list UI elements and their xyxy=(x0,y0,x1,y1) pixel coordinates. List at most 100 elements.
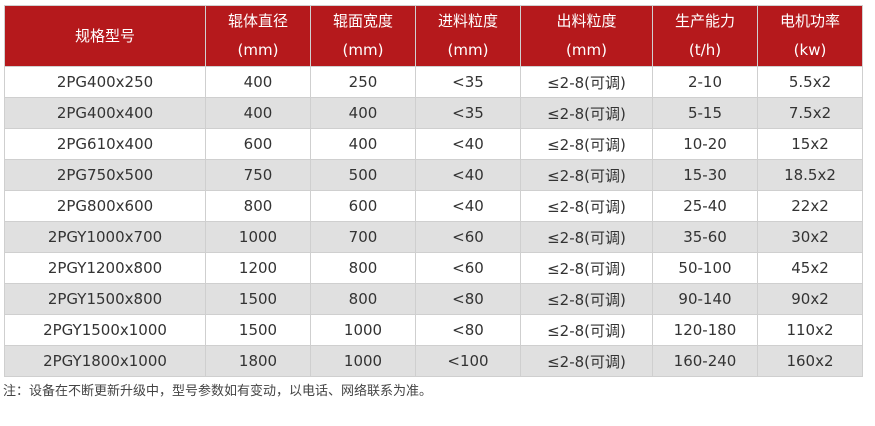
column-header: 规格型号 xyxy=(4,5,206,67)
table-cell: 600 xyxy=(310,190,416,222)
table-cell: 22x2 xyxy=(757,190,863,222)
header-label: 生产能力 xyxy=(674,12,735,30)
table-cell: 2-10 xyxy=(652,66,758,98)
table-cell: 25-40 xyxy=(652,190,758,222)
table-cell: 2PG610x400 xyxy=(4,128,206,160)
header-label: 进料粒度 xyxy=(437,12,498,30)
table-cell: 50-100 xyxy=(652,252,758,284)
table-cell: <80 xyxy=(415,314,521,346)
table-cell: 90x2 xyxy=(757,283,863,315)
table-cell: 2PG400x400 xyxy=(4,97,206,129)
table-cell: 2PG400x250 xyxy=(4,66,206,98)
table-cell: 7.5x2 xyxy=(757,97,863,129)
table-cell: 45x2 xyxy=(757,252,863,284)
table-cell: 2PG800x600 xyxy=(4,190,206,222)
table-cell: 2PGY1500x800 xyxy=(4,283,206,315)
header-unit: (t/h) xyxy=(688,41,722,59)
table-cell: 1200 xyxy=(205,252,311,284)
table-row: 2PG750x500 750 500 <40 ≤2-8(可调) 15-30 18.5x2 xyxy=(4,159,863,191)
column-header: 出料粒度 (mm) xyxy=(520,5,653,67)
table-row: 2PG800x600 800 600 <40 ≤2-8(可调) 25-40 22x2 xyxy=(4,190,863,222)
table-row: 2PGY1800x1000 1800 1000 <100 ≤2-8(可调) 160-240… xyxy=(4,345,863,377)
table-cell: <80 xyxy=(415,283,521,315)
table-cell: 1500 xyxy=(205,314,311,346)
table-cell: 10-20 xyxy=(652,128,758,160)
table-cell: 800 xyxy=(310,283,416,315)
header-unit: (mm) xyxy=(237,41,279,59)
table-cell: ≤2-8(可调) xyxy=(520,252,653,284)
table-cell: 1500 xyxy=(205,283,311,315)
table-cell: 2PGY1500x1000 xyxy=(4,314,206,346)
table-cell: 5-15 xyxy=(652,97,758,129)
table-cell: 160x2 xyxy=(757,345,863,377)
table-cell: <40 xyxy=(415,159,521,191)
table-cell: ≤2-8(可调) xyxy=(520,283,653,315)
column-header: 电机功率 (kw) xyxy=(757,5,863,67)
header-row: 规格型号 辊体直径 (mm) 辊面宽度 (mm) 进料粒度 (mm) 出料粒度 (mm) 生产能力… xyxy=(4,5,863,67)
table-cell: 90-140 xyxy=(652,283,758,315)
column-header: 进料粒度 (mm) xyxy=(415,5,521,67)
table-cell: 500 xyxy=(310,159,416,191)
table-cell: 750 xyxy=(205,159,311,191)
table-cell: 1000 xyxy=(310,314,416,346)
table-cell: ≤2-8(可调) xyxy=(520,314,653,346)
table-cell: 1000 xyxy=(205,221,311,253)
table-cell: <35 xyxy=(415,66,521,98)
table-cell: 250 xyxy=(310,66,416,98)
table-cell: <35 xyxy=(415,97,521,129)
table-cell: 1800 xyxy=(205,345,311,377)
spec-table: 规格型号 辊体直径 (mm) 辊面宽度 (mm) 进料粒度 (mm) 出料粒度 (mm) 生产能力… xyxy=(4,5,863,377)
header-unit: (kw) xyxy=(793,41,827,59)
header-label: 辊面宽度 xyxy=(332,12,393,30)
header-unit: (mm) xyxy=(447,41,489,59)
table-cell: 2PGY1000x700 xyxy=(4,221,206,253)
table-cell: ≤2-8(可调) xyxy=(520,128,653,160)
table-cell: ≤2-8(可调) xyxy=(520,66,653,98)
table-cell: <100 xyxy=(415,345,521,377)
table-cell: 800 xyxy=(205,190,311,222)
table-cell: ≤2-8(可调) xyxy=(520,221,653,253)
table-cell: 1000 xyxy=(310,345,416,377)
table-cell: <60 xyxy=(415,221,521,253)
table-cell: 35-60 xyxy=(652,221,758,253)
table-row: 2PGY1000x700 1000 700 <60 ≤2-8(可调) 35-60 30x2 xyxy=(4,221,863,253)
column-header: 辊面宽度 (mm) xyxy=(310,5,416,67)
header-label: 辊体直径 xyxy=(227,12,288,30)
table-cell: 2PGY1200x800 xyxy=(4,252,206,284)
table-cell: 15x2 xyxy=(757,128,863,160)
table-cell: ≤2-8(可调) xyxy=(520,97,653,129)
table-cell: 400 xyxy=(310,128,416,160)
column-header: 辊体直径 (mm) xyxy=(205,5,311,67)
table-cell: <40 xyxy=(415,128,521,160)
table-row: 2PGY1500x1000 1500 1000 <80 ≤2-8(可调) 120-180 1… xyxy=(4,314,863,346)
table-cell: 2PGY1800x1000 xyxy=(4,345,206,377)
header-label: 出料粒度 xyxy=(556,12,617,30)
table-row: 2PGY1200x800 1200 800 <60 ≤2-8(可调) 50-100 45x2 xyxy=(4,252,863,284)
table-cell: <40 xyxy=(415,190,521,222)
table-cell: 18.5x2 xyxy=(757,159,863,191)
table-cell: 400 xyxy=(205,97,311,129)
table-row: 2PG610x400 600 400 <40 ≤2-8(可调) 10-20 15x2 xyxy=(4,128,863,160)
table-cell: 800 xyxy=(310,252,416,284)
table-cell: 400 xyxy=(205,66,311,98)
table-cell: 5.5x2 xyxy=(757,66,863,98)
table-cell: 2PG750x500 xyxy=(4,159,206,191)
footnote: 注：设备在不断更新升级中，型号参数如有变动，以电话、网络联系为准。 xyxy=(3,384,433,399)
table-cell: 30x2 xyxy=(757,221,863,253)
table-cell: 400 xyxy=(310,97,416,129)
header-label: 电机功率 xyxy=(779,12,840,30)
column-header: 生产能力 (t/h) xyxy=(652,5,758,67)
table-row: 2PGY1500x800 1500 800 <80 ≤2-8(可调) 90-140 90x2 xyxy=(4,283,863,315)
header-unit: (mm) xyxy=(342,41,384,59)
table-row: 2PG400x400 400 400 <35 ≤2-8(可调) 5-15 7.5x2 xyxy=(4,97,863,129)
table-cell: 15-30 xyxy=(652,159,758,191)
table-cell: ≤2-8(可调) xyxy=(520,159,653,191)
table-cell: <60 xyxy=(415,252,521,284)
table-row: 2PG400x250 400 250 <35 ≤2-8(可调) 2-10 5.5x2 xyxy=(4,66,863,98)
table-cell: 160-240 xyxy=(652,345,758,377)
table-cell: 110x2 xyxy=(757,314,863,346)
table-cell: 600 xyxy=(205,128,311,160)
table-cell: 120-180 xyxy=(652,314,758,346)
header-unit: (mm) xyxy=(566,41,607,59)
table-cell: ≤2-8(可调) xyxy=(520,190,653,222)
